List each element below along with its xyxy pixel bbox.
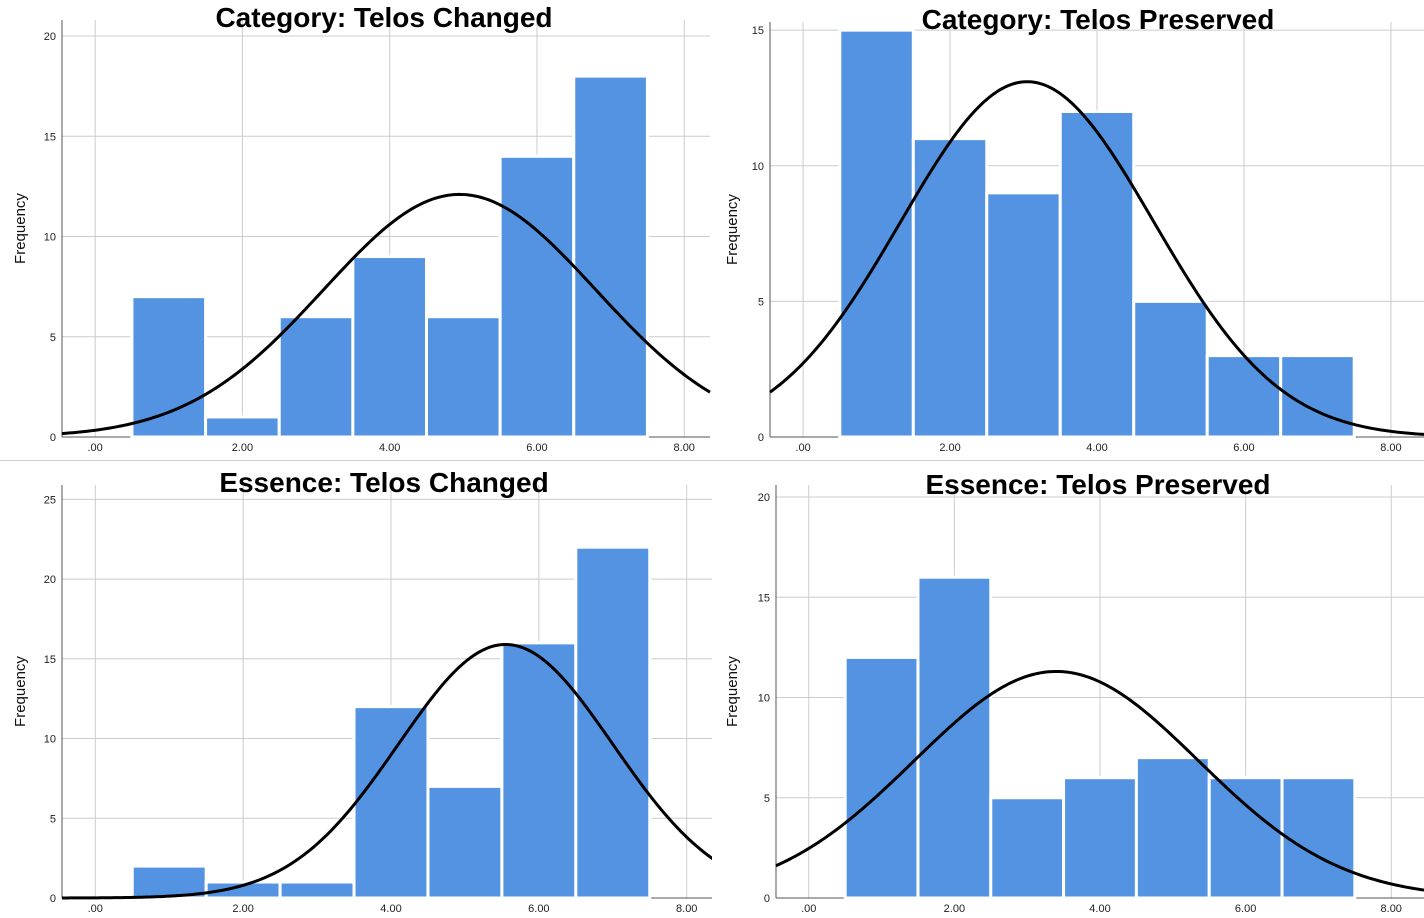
x-tick-label: 6.00 [528,903,549,915]
histogram-bar [426,784,504,900]
y-tick-label: 20 [44,574,56,586]
chart-svg: .00 2.00 4.00 6.00 8.00 0 5 10 15 20 25 Frequency [12,485,712,915]
histogram-bar [500,641,578,900]
histogram-bar [1134,756,1211,900]
y-tick-label: 20 [44,31,56,43]
histogram-bar [352,705,430,900]
chart-svg: .00 2.00 4.00 6.00 8.00 0 5 10 15 20 Frequency [12,20,711,454]
x-tick-label: 4.00 [380,903,401,915]
y-tick-label: 25 [44,494,56,506]
histogram-bar [1132,299,1209,439]
histogram-bar [911,137,989,439]
histogram-bar [572,74,649,439]
chart-svg: .00 2.00 4.00 6.00 8.00 0 5 10 15 20 Frequency [724,485,1424,915]
histogram-bar [130,295,208,439]
histogram-bar [843,655,920,900]
y-tick-label: 5 [50,813,56,825]
chart-panel-category-telos-changed: .00 2.00 4.00 6.00 8.00 0 5 10 15 20 Frequency Cat… [0,0,712,459]
y-tick-label: 0 [764,893,770,905]
histogram-bar [1205,354,1283,439]
histogram-bar [351,255,429,439]
chart-title: Essence: Telos Changed [219,467,549,498]
x-tick-label: 8.00 [1381,903,1402,915]
histogram-bar [1062,776,1138,900]
x-tick-label: 2.00 [939,442,960,454]
y-tick-label: 0 [758,432,764,444]
histogram-bar [1058,110,1136,439]
histogram-bar [916,575,993,900]
histogram-bar [574,545,652,900]
normal-curve [61,192,711,436]
y-tick-label: 15 [44,131,56,143]
histogram-bar [204,415,281,439]
y-axis-label: Frequency [12,193,29,264]
histogram-bar [425,315,502,439]
chart-title: Category: Telos Preserved [921,4,1275,35]
chart-title: Essence: Telos Preserved [925,469,1271,500]
x-tick-label: 2.00 [232,442,253,454]
histogram-bar [498,154,576,439]
x-tick-label: 6.00 [526,442,547,454]
x-tick-label: .00 [795,442,810,454]
x-tick-label: .00 [87,442,102,454]
chart-panel-essence-telos-preserved: .00 2.00 4.00 6.00 8.00 0 5 10 15 20 Frequency Ess… [712,459,1424,918]
chart-title: Category: Telos Changed [215,2,553,33]
y-tick-label: 10 [44,734,56,746]
histogram-bar [277,315,355,439]
x-tick-label: 4.00 [1089,903,1110,915]
x-tick-label: 2.00 [944,903,965,915]
normal-curve [775,669,1424,892]
histogram-bar [838,28,915,439]
x-tick-label: 8.00 [676,903,697,915]
normal-curve [62,642,712,900]
x-tick-label: 2.00 [232,903,253,915]
x-tick-label: 4.00 [379,442,400,454]
x-tick-label: .00 [88,903,103,915]
y-tick-label: 15 [44,654,56,666]
histogram-bar [1280,776,1357,900]
x-tick-label: 6.00 [1235,903,1256,915]
x-tick-label: 6.00 [1233,442,1254,454]
x-tick-label: 8.00 [1380,442,1401,454]
histogram-bar [278,880,356,900]
y-axis-label: Frequency [724,194,741,265]
y-tick-label: 5 [764,793,770,805]
y-tick-label: 20 [758,492,770,504]
x-tick-label: .00 [801,903,816,915]
y-tick-label: 0 [50,893,56,905]
histogram-bar [985,191,1062,439]
x-tick-label: 8.00 [674,442,695,454]
normal-curve [769,80,1424,436]
chart-panel-essence-telos-changed: .00 2.00 4.00 6.00 8.00 0 5 10 15 20 25 Frequency E… [0,459,712,918]
y-tick-label: 15 [752,25,764,37]
y-tick-label: 10 [44,232,56,244]
x-tick-label: 4.00 [1086,442,1107,454]
y-tick-label: 10 [752,161,764,173]
histogram-bar [989,796,1066,900]
y-tick-label: 10 [758,693,770,705]
y-tick-label: 5 [758,296,764,308]
y-tick-label: 15 [758,592,770,604]
histogram-bar [1207,776,1284,900]
y-tick-label: 5 [50,332,56,344]
chart-panel-category-telos-preserved: .00 2.00 4.00 6.00 8.00 0 5 10 15 Frequency Categ… [712,0,1424,459]
chart-svg: .00 2.00 4.00 6.00 8.00 0 5 10 15 Frequency [724,22,1424,454]
y-tick-label: 0 [50,432,56,444]
panel-divider [0,460,1424,461]
y-axis-label: Frequency [12,656,29,727]
y-axis-label: Frequency [724,656,741,727]
